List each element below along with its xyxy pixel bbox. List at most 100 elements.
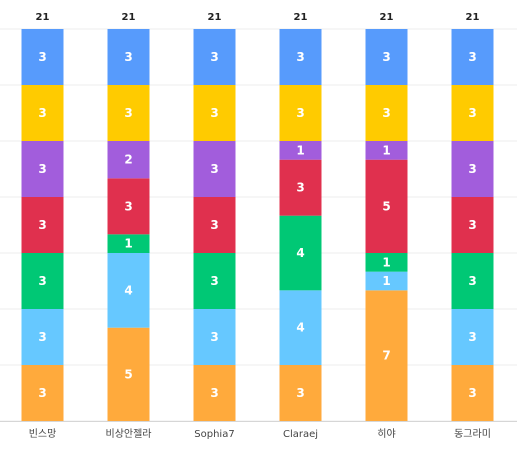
segment-value-label: 3 (210, 274, 218, 288)
bar-segment[interactable] (193, 309, 236, 365)
segment-value-label: 3 (468, 162, 476, 176)
grid-layer (0, 28, 517, 422)
bar-segment[interactable] (365, 85, 408, 141)
segment-value-label: 3 (468, 274, 476, 288)
category-tick-label: 빈스망 (29, 428, 57, 440)
bar-segment[interactable] (193, 365, 236, 421)
segment-value-label: 3 (296, 386, 304, 400)
bar-segment[interactable] (21, 85, 64, 141)
bar-segment[interactable] (365, 29, 408, 85)
segment-value-label: 3 (210, 218, 218, 232)
segment-value-label: 7 (382, 349, 390, 363)
bars-layer: 3333333541323333333333443133711513333333… (21, 29, 494, 421)
segment-value-label: 3 (38, 106, 46, 120)
segment-value-label: 3 (38, 50, 46, 64)
bar-segment[interactable] (279, 159, 322, 216)
segment-value-label: 3 (38, 386, 46, 400)
bar-segment[interactable] (107, 234, 150, 253)
bar-segment[interactable] (21, 309, 64, 365)
segment-value-label: 2 (124, 153, 132, 167)
segment-value-label: 1 (382, 274, 390, 288)
bar-segment[interactable] (21, 253, 64, 309)
segment-value-label: 3 (382, 50, 390, 64)
segment-value-label: 3 (210, 50, 218, 64)
bar-total-label: 21 (36, 12, 50, 23)
segment-value-label: 3 (210, 106, 218, 120)
bar-segment[interactable] (21, 29, 64, 85)
bar-segment[interactable] (107, 29, 150, 85)
category-labels-layer: 빈스망 비상안젤라 Sophia7 Claraej 히야 동그라미 (29, 428, 491, 440)
bar-segment[interactable] (21, 365, 64, 421)
segment-value-label: 5 (382, 199, 390, 213)
bar-segment[interactable] (279, 85, 322, 141)
bar-total-label: 21 (380, 12, 394, 23)
bar-total-label: 21 (466, 12, 480, 23)
segment-value-label: 1 (124, 237, 132, 251)
bar-segment[interactable] (193, 197, 236, 253)
bar-segment[interactable] (21, 141, 64, 197)
bar-segment[interactable] (451, 85, 494, 141)
bar-segment[interactable] (193, 85, 236, 141)
bar-segment[interactable] (279, 290, 322, 365)
totals-layer: 21 21 21 21 21 21 (36, 12, 480, 23)
bar-total-label: 21 (122, 12, 136, 23)
bar-segment[interactable] (193, 253, 236, 309)
bar-segment[interactable] (365, 271, 408, 291)
bar-segment[interactable] (107, 178, 150, 235)
category-tick-label: 비상안젤라 (106, 428, 152, 440)
bar-segment[interactable] (21, 197, 64, 253)
segment-value-label: 3 (38, 330, 46, 344)
segment-value-label: 3 (382, 106, 390, 120)
category-tick-label: Claraej (283, 429, 318, 440)
segment-value-label: 3 (468, 50, 476, 64)
segment-value-label: 3 (468, 386, 476, 400)
segment-value-label: 3 (38, 162, 46, 176)
category-tick-label: 동그라미 (454, 428, 491, 440)
segment-value-label: 3 (468, 218, 476, 232)
bar-segment[interactable] (107, 327, 150, 421)
segment-value-label: 4 (296, 246, 304, 260)
bar-segment[interactable] (365, 253, 408, 272)
segment-value-label: 3 (124, 199, 132, 213)
bar-segment[interactable] (107, 253, 150, 328)
category-tick-label: 히야 (377, 428, 395, 440)
segment-value-label: 5 (124, 367, 132, 381)
segment-value-label: 1 (382, 143, 390, 157)
bar-segment[interactable] (279, 215, 322, 291)
segment-value-label: 3 (38, 274, 46, 288)
category-tick-label: Sophia7 (194, 429, 234, 440)
bar-segment[interactable] (451, 365, 494, 421)
segment-value-label: 1 (296, 143, 304, 157)
segment-value-label: 4 (296, 321, 304, 335)
segment-value-label: 3 (468, 106, 476, 120)
bar-segment[interactable] (193, 29, 236, 85)
segment-value-label: 3 (296, 106, 304, 120)
segment-value-label: 4 (124, 283, 132, 297)
segment-value-label: 3 (38, 218, 46, 232)
bar-segment[interactable] (365, 290, 408, 421)
segment-value-label: 3 (124, 106, 132, 120)
bar-segment[interactable] (451, 253, 494, 309)
bar-segment[interactable] (451, 197, 494, 253)
bar-segment[interactable] (279, 29, 322, 85)
bar-segment[interactable] (451, 309, 494, 365)
segment-value-label: 3 (210, 162, 218, 176)
segment-value-label: 3 (296, 181, 304, 195)
bar-segment[interactable] (107, 141, 150, 179)
segment-value-label: 3 (210, 330, 218, 344)
segment-value-label: 3 (210, 386, 218, 400)
bar-segment[interactable] (365, 141, 408, 160)
bar-segment[interactable] (451, 29, 494, 85)
segment-value-label: 3 (296, 50, 304, 64)
bar-segment[interactable] (279, 141, 322, 160)
bar-segment[interactable] (193, 141, 236, 197)
bar-segment[interactable] (279, 365, 322, 421)
segment-value-label: 3 (124, 50, 132, 64)
bar-segment[interactable] (365, 159, 408, 253)
bar-segment[interactable] (107, 85, 150, 141)
segment-value-label: 1 (382, 255, 390, 269)
segment-value-label: 3 (468, 330, 476, 344)
bar-segment[interactable] (451, 141, 494, 197)
bar-total-label: 21 (208, 12, 222, 23)
